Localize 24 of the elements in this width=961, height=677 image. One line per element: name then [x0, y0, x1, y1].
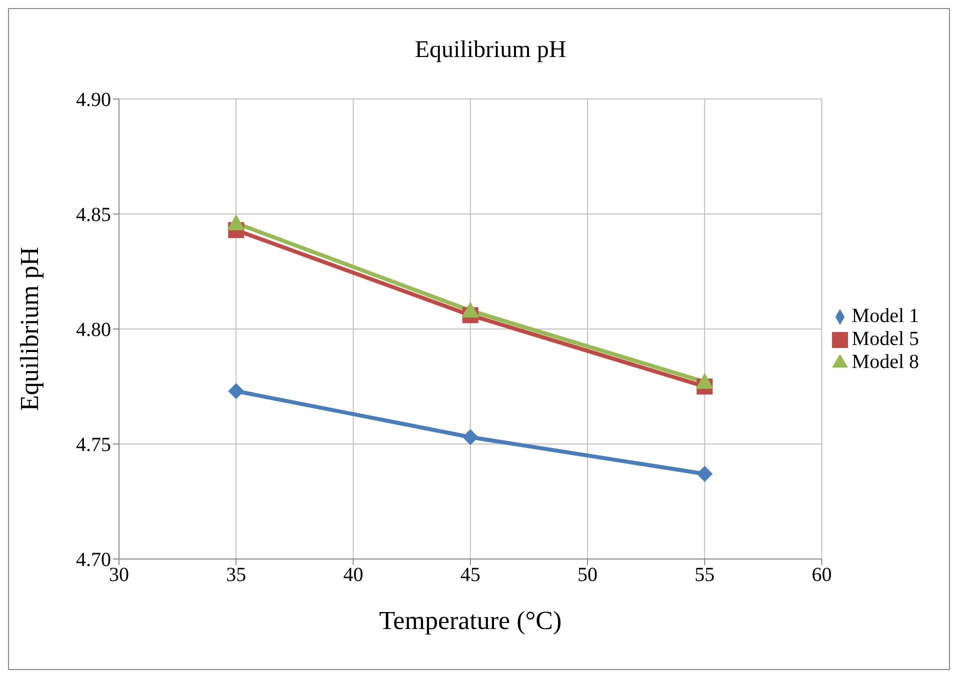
- point: [227, 214, 246, 230]
- point: [696, 372, 714, 389]
- legend-label: Model 8: [852, 350, 919, 372]
- point: [461, 302, 480, 318]
- y-tick-label: 4.80: [76, 319, 111, 342]
- y-tick-label: 4.75: [76, 434, 111, 456]
- x-tick-label: 30: [109, 564, 129, 586]
- x-tick-label: 40: [343, 564, 364, 586]
- x-tick-label: 50: [578, 564, 598, 586]
- legend-label: Model 5: [852, 328, 919, 350]
- chart-title: Equilibrium pH: [414, 37, 568, 64]
- y-tick-label: 4.70: [76, 549, 111, 572]
- x-tick-label: 45: [460, 564, 480, 586]
- x-tick-label: 55: [694, 564, 715, 586]
- point: [462, 429, 478, 446]
- y-tick-label: 4.85: [76, 204, 111, 226]
- point: [696, 466, 713, 482]
- x-tick-label: 60: [812, 564, 832, 586]
- y-axis-title: Equilibrium pH: [15, 246, 44, 411]
- point: [228, 383, 244, 400]
- x-axis-title: Temperature (°C): [379, 606, 562, 635]
- y-tick-label: 4.90: [76, 89, 111, 112]
- x-tick-label: 35: [226, 564, 246, 586]
- legend-label: Model 1: [852, 304, 919, 326]
